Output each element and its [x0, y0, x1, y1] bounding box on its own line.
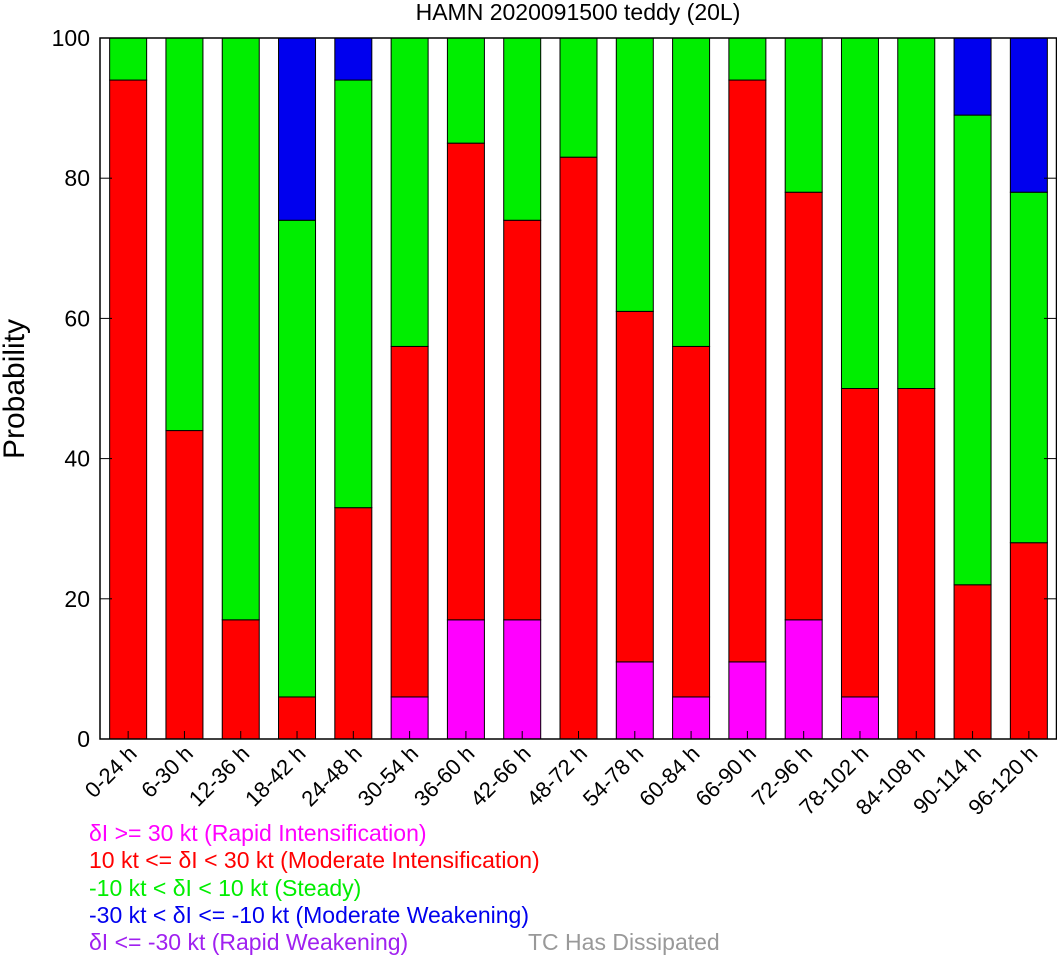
bar-segment-8-2 — [559, 37, 598, 158]
bar-segment-1-1 — [165, 430, 204, 740]
y-tick-label: 60 — [64, 305, 90, 331]
x-tick-label: 24-48 h — [296, 741, 366, 811]
legend-entry-moderate-weakening: -30 kt < δI <= -10 kt (Moderate Weakenin… — [89, 902, 530, 928]
bar-segment-10-1 — [672, 345, 711, 698]
bar-segment-16-3 — [1009, 37, 1048, 193]
y-tick-label: 80 — [64, 165, 90, 191]
bar-segment-6-1 — [446, 142, 485, 621]
bar-segment-7-1 — [503, 219, 542, 621]
legend-entry-rapid-weakening: δI <= -30 kt (Rapid Weakening) — [89, 929, 409, 955]
bar-segment-12-2 — [784, 37, 823, 193]
x-tick-label: 30-54 h — [353, 741, 423, 811]
legend-entry-steady: -10 kt < δI < 10 kt (Steady) — [89, 875, 362, 901]
bar-segment-4-3 — [334, 37, 373, 81]
bar-segment-9-2 — [615, 37, 654, 312]
bar-segment-5-2 — [390, 37, 429, 347]
bar-segment-14-1 — [897, 388, 936, 740]
bar-segment-14-2 — [897, 37, 936, 389]
bar-segment-0-2 — [109, 37, 148, 81]
y-tick-label: 100 — [52, 25, 90, 51]
bar-segment-7-2 — [503, 37, 542, 221]
bar-segment-5-1 — [390, 345, 429, 698]
bar-segment-11-1 — [728, 79, 767, 663]
legend-entry-moderate-intensification: 10 kt <= δI < 30 kt (Moderate Intensific… — [89, 847, 540, 873]
bar-segment-1-2 — [165, 37, 204, 432]
bar-segment-11-0 — [728, 661, 767, 740]
x-tick-label: 42-66 h — [465, 741, 535, 811]
y-tick-label: 20 — [64, 586, 90, 612]
bar-segment-2-1 — [221, 619, 260, 740]
dissipated-label: TC Has Dissipated — [528, 929, 720, 955]
bar-segment-9-1 — [615, 310, 654, 663]
x-tick-label: 54-78 h — [578, 741, 648, 811]
x-tick-label: 18-42 h — [240, 741, 310, 811]
bar-segment-13-1 — [840, 388, 879, 698]
bar-segment-15-2 — [953, 114, 992, 586]
bar-segment-0-1 — [109, 79, 148, 740]
bar-segment-3-3 — [278, 37, 317, 221]
bar-segment-16-2 — [1009, 191, 1048, 544]
x-tick-label: 36-60 h — [409, 741, 479, 811]
bar-segment-13-2 — [840, 37, 879, 389]
bar-segment-7-0 — [503, 619, 542, 740]
x-tick-label: 12-36 h — [184, 741, 254, 811]
x-tick-label: 66-90 h — [690, 741, 760, 811]
x-tick-label: 48-72 h — [522, 741, 592, 811]
bar-segment-15-3 — [953, 37, 992, 116]
y-tick-label: 40 — [64, 446, 90, 472]
bar-segment-16-1 — [1009, 542, 1048, 740]
x-tick-label: 60-84 h — [634, 741, 704, 811]
bar-segment-10-2 — [672, 37, 711, 347]
bar-segment-15-1 — [953, 584, 992, 740]
y-tick-label: 0 — [77, 726, 90, 752]
bar-segment-11-2 — [728, 37, 767, 81]
bar-segment-12-1 — [784, 191, 823, 621]
bar-segment-6-2 — [446, 37, 485, 144]
bar-segment-3-2 — [278, 219, 317, 698]
bar-segment-4-2 — [334, 79, 373, 509]
legend-entry-rapid-intensification: δI >= 30 kt (Rapid Intensification) — [89, 820, 427, 846]
chart: HAMN 2020091500 teddy (20L) Probability … — [0, 0, 1057, 820]
bar-segment-4-1 — [334, 507, 373, 740]
bar-segment-12-0 — [784, 619, 823, 740]
y-axis-label: Probability — [0, 319, 31, 459]
bar-segment-8-1 — [559, 156, 598, 740]
bar-segment-6-0 — [446, 619, 485, 740]
bar-segment-9-0 — [615, 661, 654, 740]
chart-title: HAMN 2020091500 teddy (20L) — [416, 0, 741, 25]
bar-segment-2-2 — [221, 37, 260, 621]
